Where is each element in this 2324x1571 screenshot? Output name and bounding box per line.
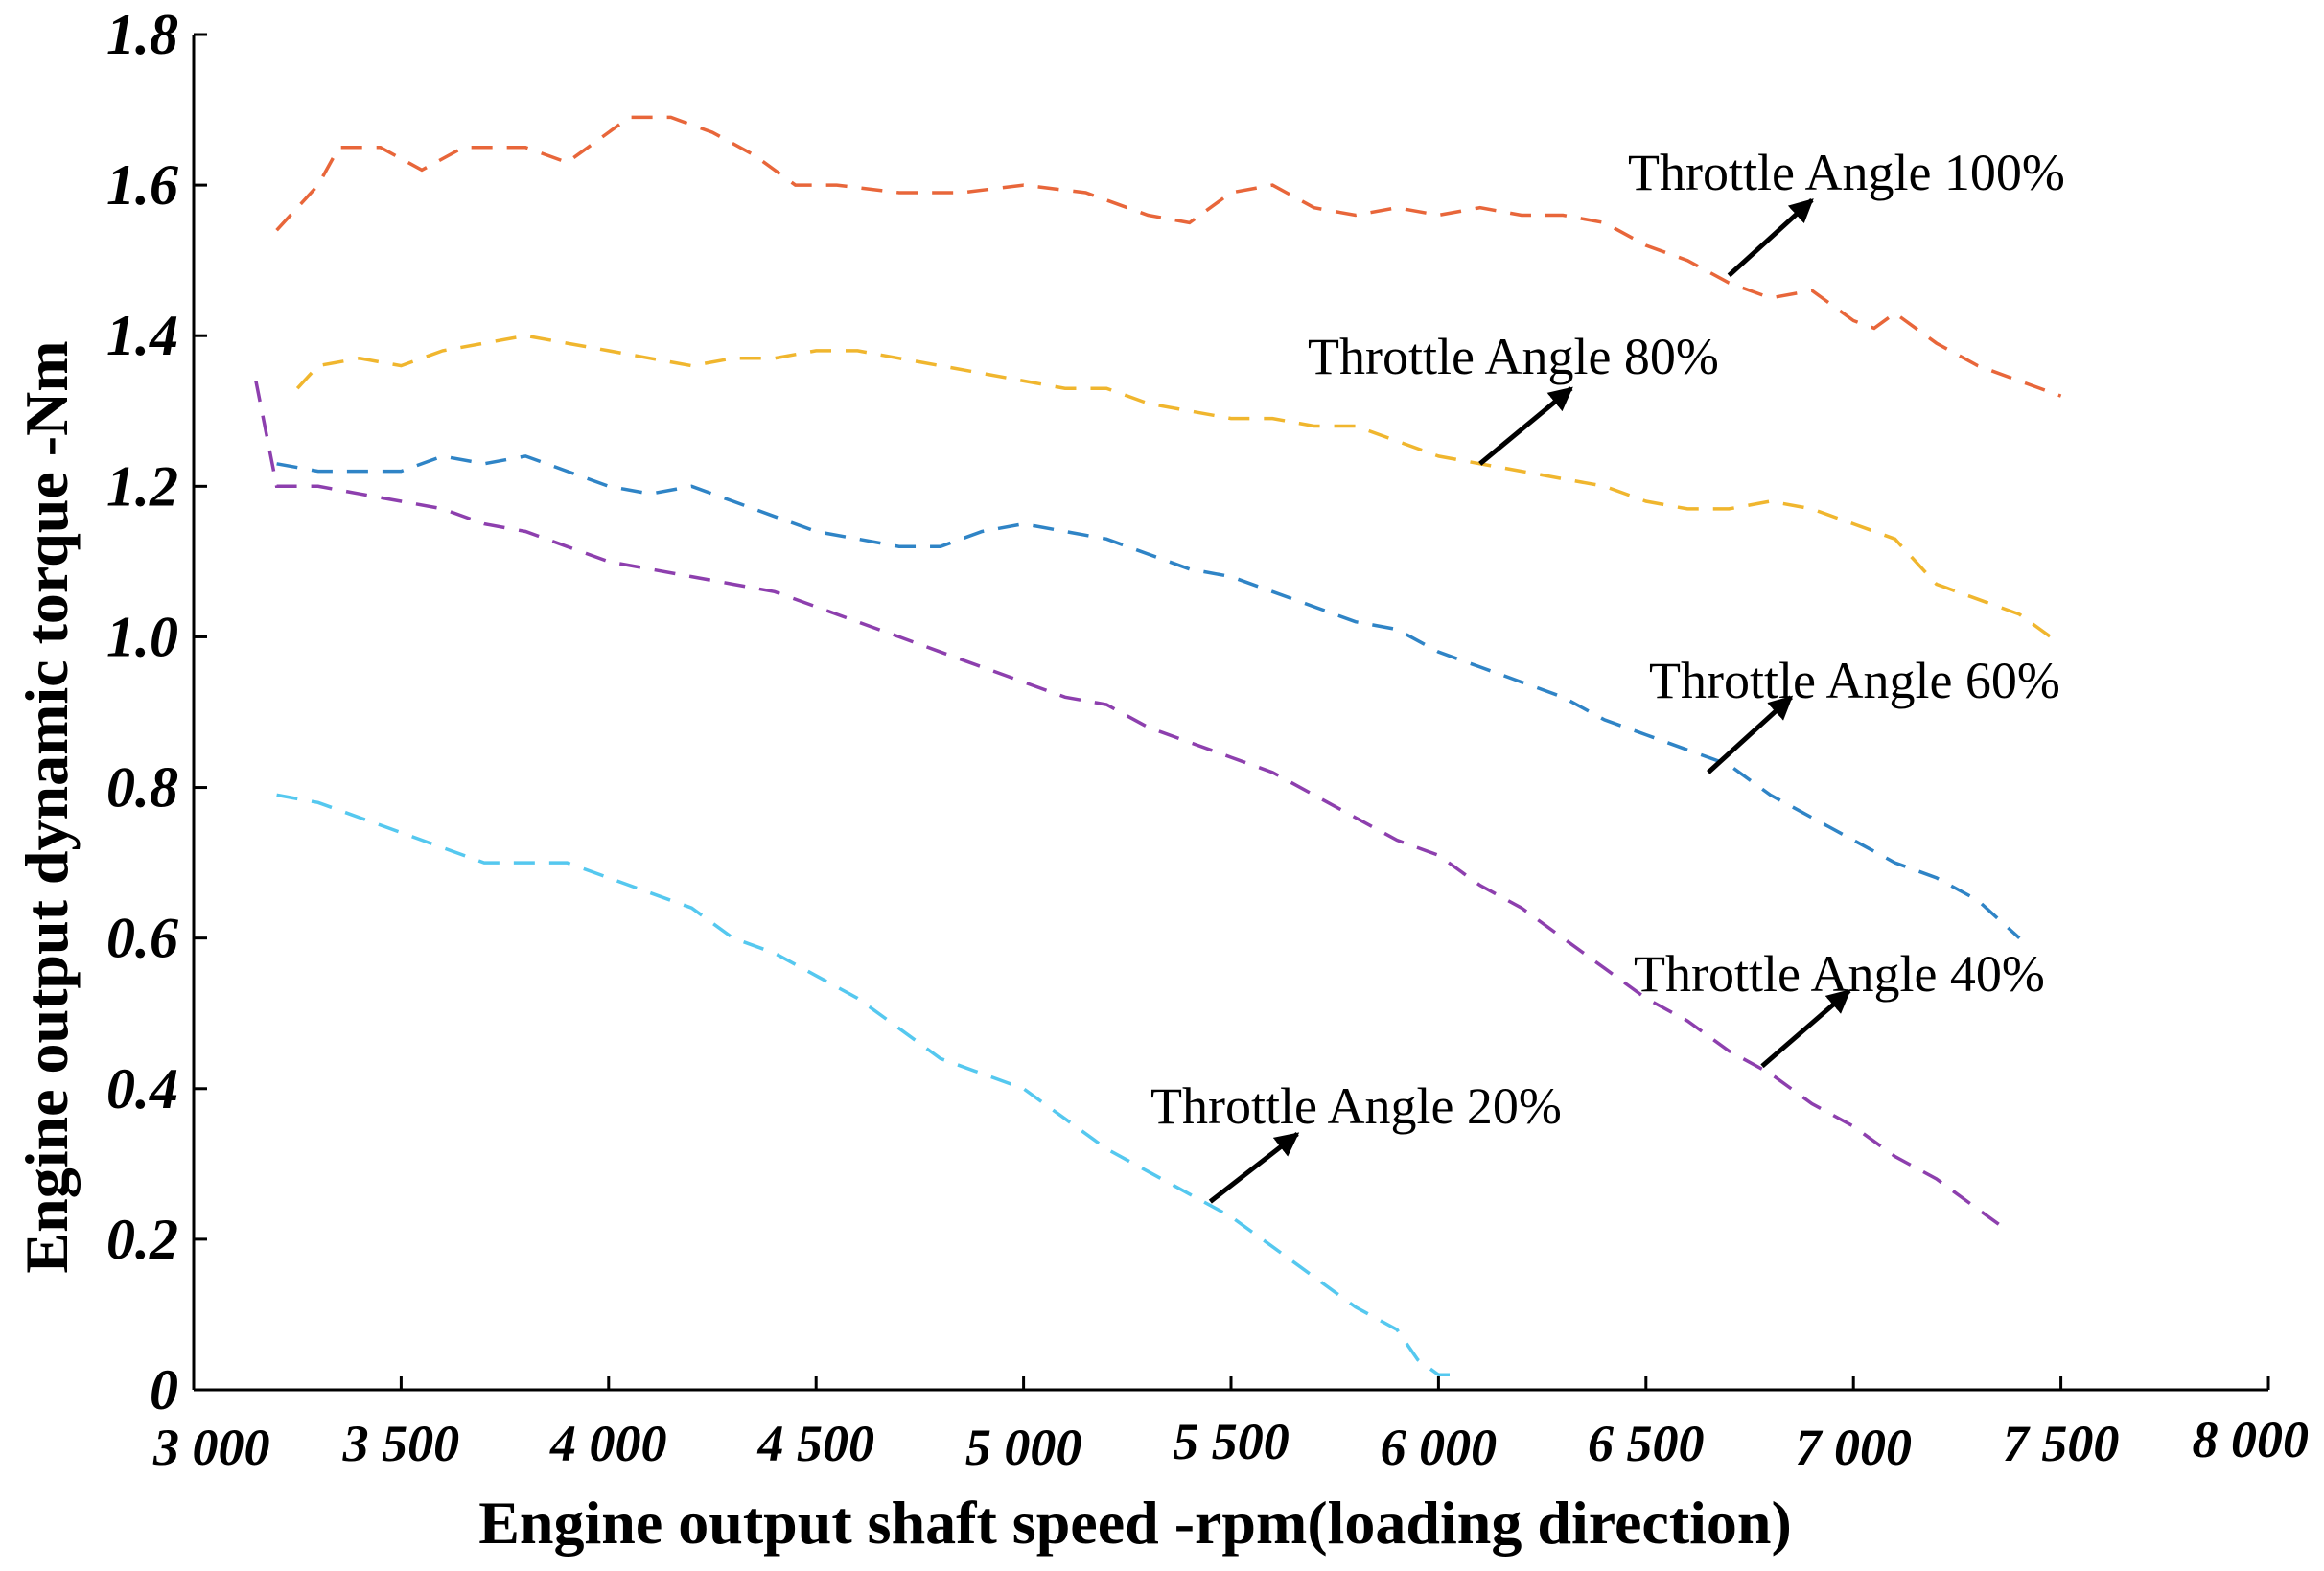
annotation-arrow-throttle-20 xyxy=(1208,1131,1300,1204)
y-tick-label: 0.4 xyxy=(106,1057,178,1120)
y-tick-label: 0 xyxy=(150,1358,178,1421)
x-tick-label: 4 000 xyxy=(549,1415,667,1472)
annotation-throttle-40: Throttle Angle 40% xyxy=(1634,945,2045,1069)
y-axis-title: Engine output dynamic torque -Nm xyxy=(12,340,81,1273)
x-tick-label: 4 500 xyxy=(756,1415,874,1472)
y-tick-label: 0.6 xyxy=(106,907,178,970)
x-tick-label: 5 000 xyxy=(965,1419,1082,1476)
x-axis-title: Engine output shaft speed -rpm(loading d… xyxy=(478,1489,1792,1557)
annotation-throttle-60: Throttle Angle 60% xyxy=(1649,652,2060,774)
y-tick-label: 0.8 xyxy=(106,756,178,820)
x-tick-label: 3 500 xyxy=(342,1415,460,1472)
y-tick-label: 1.6 xyxy=(106,153,178,217)
x-ticks: 3 000 3 500 4 000 4 500 5 000 5 500 6 000 6 500… xyxy=(152,1376,2309,1476)
annotation-throttle-20: Throttle Angle 20% xyxy=(1150,1077,1562,1204)
y-tick-label: 0.2 xyxy=(106,1208,178,1271)
annotation-label-throttle-20: Throttle Angle 20% xyxy=(1150,1077,1562,1135)
annotation-arrow-throttle-40 xyxy=(1760,988,1851,1069)
annotation-arrow-throttle-60 xyxy=(1707,695,1794,774)
annotation-label-throttle-80: Throttle Angle 80% xyxy=(1308,328,1719,385)
x-tick-label: 8 000 xyxy=(2193,1411,2310,1468)
series-line-throttle-angle-100 xyxy=(275,115,2062,398)
x-tick-label: 5 500 xyxy=(1173,1413,1290,1470)
series-line-throttle-angle-40 xyxy=(254,381,2000,1226)
x-tick-label: 6 500 xyxy=(1588,1415,1705,1472)
y-tick-label: 1.8 xyxy=(106,3,178,66)
y-tick-label: 1.0 xyxy=(106,605,178,668)
y-tick-label: 1.4 xyxy=(106,304,178,367)
x-tick-label: 7 000 xyxy=(1795,1419,1912,1476)
x-tick-label: 6 000 xyxy=(1381,1419,1498,1476)
annotation-arrow-throttle-100 xyxy=(1727,197,1814,278)
series-line-throttle-angle-80 xyxy=(295,334,2062,646)
annotation-throttle-80: Throttle Angle 80% xyxy=(1308,328,1719,466)
series-layer xyxy=(254,115,2062,1377)
series-line-throttle-angle-20 xyxy=(276,793,1459,1377)
annotation-label-throttle-100: Throttle Angle 100% xyxy=(1628,144,2065,201)
x-tick-label: 7 500 xyxy=(2003,1415,2120,1472)
x-tick-label: 3 000 xyxy=(152,1419,270,1476)
series-line-throttle-angle-60 xyxy=(276,454,2021,939)
annotation-label-throttle-40: Throttle Angle 40% xyxy=(1634,945,2045,1003)
annotation-label-throttle-60: Throttle Angle 60% xyxy=(1649,652,2060,709)
annotation-throttle-100: Throttle Angle 100% xyxy=(1628,144,2065,278)
y-tick-label: 1.2 xyxy=(106,454,178,518)
y-ticks: 0 0.2 0.4 0.6 0.8 1.0 1.2 1.4 1.6 1.8 xyxy=(106,3,207,1421)
annotation-arrow-throttle-80 xyxy=(1478,386,1573,466)
